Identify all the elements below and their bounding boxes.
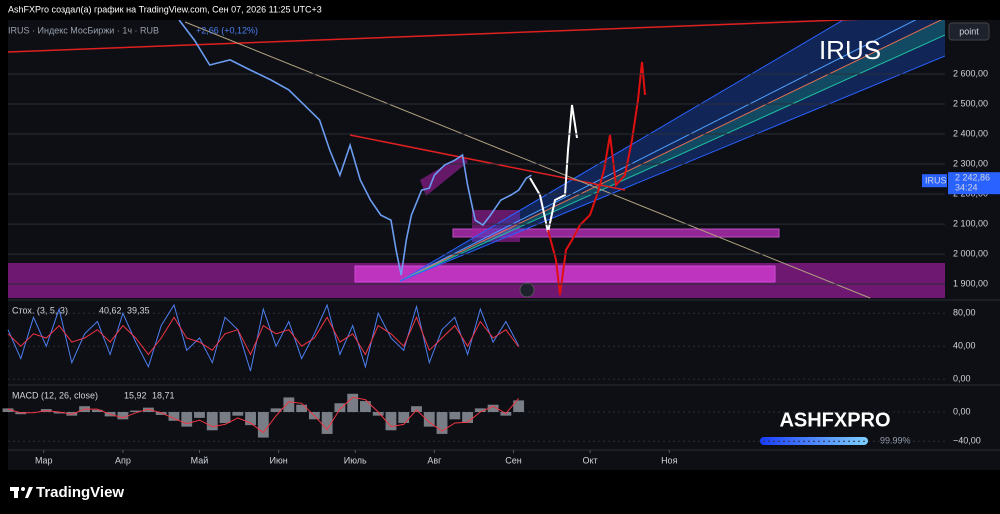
scale-button[interactable] bbox=[948, 22, 990, 41]
histogram-bar bbox=[245, 412, 256, 426]
x-tick-label: Мар bbox=[35, 455, 53, 465]
symbol-title: IRUS · Индекс МосБиржи · 1ч · RUB bbox=[8, 25, 159, 35]
countdown: 34:24 bbox=[955, 183, 978, 193]
price-box bbox=[948, 172, 1000, 195]
series-line bbox=[7, 315, 520, 356]
histogram-bar bbox=[347, 393, 359, 413]
x-tick-label: Апр bbox=[115, 455, 131, 465]
badge-title: ASHFXPRO bbox=[779, 409, 890, 431]
histogram-bar bbox=[53, 412, 65, 414]
y-tick-label: 2 500,00 bbox=[953, 98, 988, 108]
projection bbox=[547, 61, 646, 296]
trend-line bbox=[184, 21, 871, 299]
x-tick-label: Сен bbox=[505, 455, 522, 465]
indicator-title: MACD (12, 26, close) bbox=[12, 390, 98, 400]
watermark: IRUS bbox=[819, 35, 881, 65]
y-tick-label: 2 100,00 bbox=[953, 218, 988, 228]
zone bbox=[452, 228, 780, 238]
y-tick-label: 2 300,00 bbox=[953, 158, 988, 168]
fan-line bbox=[399, 20, 943, 282]
projection bbox=[529, 104, 578, 233]
brand: TradingView bbox=[36, 484, 124, 501]
y-tick-label: −40,00 bbox=[953, 436, 981, 446]
drawings bbox=[8, 20, 945, 299]
indicator-value: 40,62 bbox=[99, 305, 122, 315]
price-label: 2 242,86 bbox=[955, 173, 990, 183]
series-line bbox=[7, 396, 519, 434]
zone bbox=[354, 265, 776, 283]
histogram-bar bbox=[283, 397, 295, 413]
histogram-bar bbox=[513, 400, 525, 413]
histogram-bar bbox=[411, 406, 422, 413]
histogram-bar bbox=[168, 412, 180, 421]
indicator-value: 18,71 bbox=[152, 390, 175, 400]
histogram-bar bbox=[206, 412, 218, 431]
histogram-bar bbox=[321, 412, 333, 434]
change: +2,66 (+0,12%) bbox=[196, 25, 258, 35]
symbol-box bbox=[922, 174, 947, 188]
scale-button-label[interactable]: point bbox=[959, 26, 979, 36]
trend-line bbox=[8, 20, 861, 53]
histogram-bar bbox=[91, 409, 103, 413]
x-tick-label: Окт bbox=[583, 455, 598, 465]
histogram-bar bbox=[487, 404, 499, 413]
histogram-bar bbox=[142, 407, 154, 413]
y-tick-label: 80,00 bbox=[953, 308, 976, 318]
chart-area bbox=[8, 20, 1000, 470]
logo bbox=[10, 487, 33, 498]
histogram-bar bbox=[423, 412, 435, 427]
histogram-bar bbox=[130, 410, 142, 413]
x-tick-label: Июль bbox=[344, 455, 367, 465]
histogram-bar bbox=[219, 412, 231, 423]
histogram-bar bbox=[117, 412, 129, 420]
histogram-bar bbox=[194, 412, 205, 418]
histogram-bar bbox=[436, 412, 448, 434]
indicator-title: Стох. (3, 5, 3) bbox=[12, 305, 68, 315]
x-tick-label: Авг bbox=[427, 455, 442, 465]
histogram-bar bbox=[334, 403, 346, 413]
histogram-bar bbox=[181, 412, 193, 427]
histogram-bar bbox=[360, 401, 371, 413]
y-tick-label: 40,00 bbox=[953, 341, 976, 351]
histogram-bar bbox=[474, 408, 486, 413]
y-tick-label: 2 400,00 bbox=[953, 128, 988, 138]
x-tick-label: Ноя bbox=[661, 455, 678, 465]
y-tick-label: 2 600,00 bbox=[953, 68, 988, 78]
fan-line bbox=[399, 55, 945, 282]
badge-level: 99.99% bbox=[880, 435, 911, 445]
histogram-bar bbox=[232, 412, 244, 416]
fan-line bbox=[399, 34, 945, 282]
y-tick-label: 2 000,00 bbox=[953, 248, 988, 258]
histogram-bar bbox=[398, 412, 410, 423]
series-line bbox=[7, 303, 520, 372]
histogram-bar bbox=[372, 412, 384, 416]
alert-icon[interactable] bbox=[519, 282, 535, 298]
indicator-value: 39,35 bbox=[127, 305, 150, 315]
zone bbox=[420, 155, 468, 196]
series-line bbox=[178, 20, 532, 276]
histogram-bar bbox=[462, 412, 473, 423]
y-tick-label: 0,00 bbox=[953, 406, 971, 416]
x-tick-label: Июн bbox=[270, 455, 288, 465]
histogram-bar bbox=[257, 412, 269, 438]
x-tick-label: Май bbox=[191, 455, 209, 465]
symbol-label: IRUS bbox=[925, 176, 947, 186]
y-tick-label: 0,00 bbox=[953, 374, 971, 384]
fan-line bbox=[399, 20, 845, 282]
indicator-value: 15,92 bbox=[124, 390, 147, 400]
histogram-bar bbox=[270, 408, 282, 413]
histogram-bar bbox=[385, 412, 397, 431]
histogram-bar bbox=[449, 412, 461, 420]
histogram-bar bbox=[155, 412, 167, 415]
histogram-bar bbox=[296, 404, 308, 413]
y-tick-label: 1 900,00 bbox=[953, 278, 988, 288]
fan-line bbox=[399, 20, 917, 282]
histogram-bar bbox=[2, 408, 14, 413]
caption: AshFXPro создал(а) график на TradingView… bbox=[8, 4, 322, 14]
